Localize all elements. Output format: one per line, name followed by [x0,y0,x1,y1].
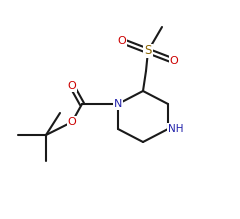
Text: O: O [118,36,126,46]
Text: N: N [114,99,122,109]
Text: O: O [68,81,76,91]
Text: NH: NH [168,124,184,134]
Text: O: O [170,56,178,66]
Text: S: S [144,44,152,58]
Text: O: O [68,117,76,127]
